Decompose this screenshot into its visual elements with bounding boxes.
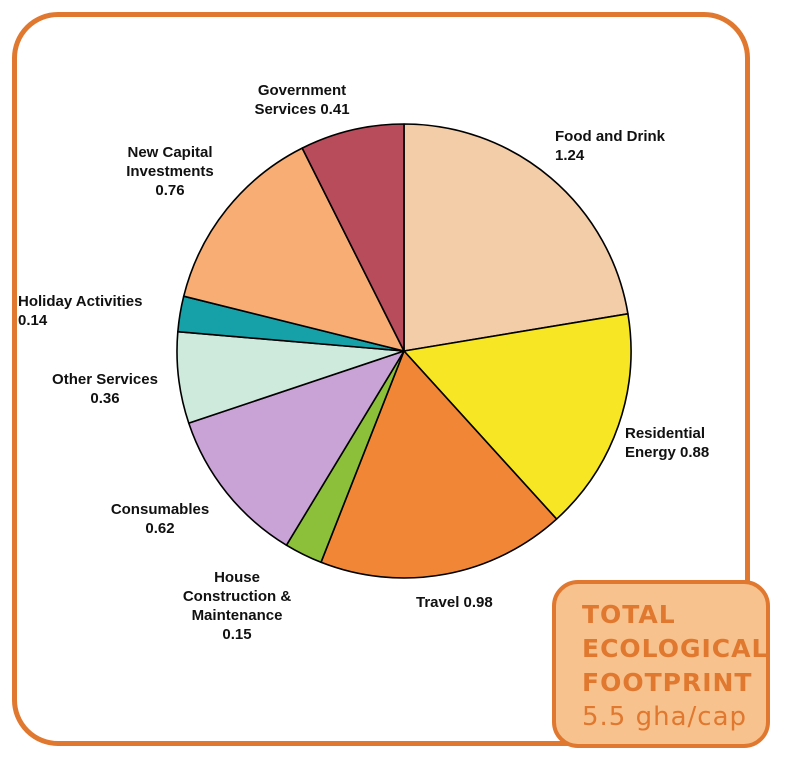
slice-label-consumables: Consumables 0.62 [110, 501, 210, 537]
slice-label-residential-energy: Residential Energy 0.88 [625, 425, 710, 461]
total-box-line-total: TOTAL [582, 600, 676, 629]
pie-slice-government-services [301, 123, 405, 352]
pie-slice-residential-energy [403, 313, 632, 520]
total-box-line-ecological: ECOLOGICAL [582, 634, 769, 663]
slice-label-other-services: Other Services 0.36 [52, 371, 158, 407]
slice-label-new-capital-investments: New Capital Investments 0.76 [126, 144, 214, 199]
slice-label-holiday-activities: Holiday Activities 0.14 [18, 293, 143, 329]
total-footprint-box: TOTAL ECOLOGICAL FOOTPRINT 5.5 gha/cap [552, 580, 770, 748]
pie-slice-food-and-drink [403, 123, 629, 352]
pie-slice-travel [320, 350, 558, 579]
slice-label-government-services: Government Services 0.41 [254, 82, 350, 118]
total-box-value: 5.5 gha/cap [582, 702, 748, 732]
total-box-line-footprint: FOOTPRINT [582, 668, 753, 697]
pie-slice-consumables [187, 350, 405, 546]
slice-label-food-and-drink: Food and Drink 1.24 [555, 128, 665, 164]
slice-label-travel: Travel 0.98 [416, 594, 493, 611]
slice-label-house-construction: House Construction & Maintenance 0.15 [182, 569, 292, 643]
pie-slice-new-capital-investments [182, 147, 405, 352]
